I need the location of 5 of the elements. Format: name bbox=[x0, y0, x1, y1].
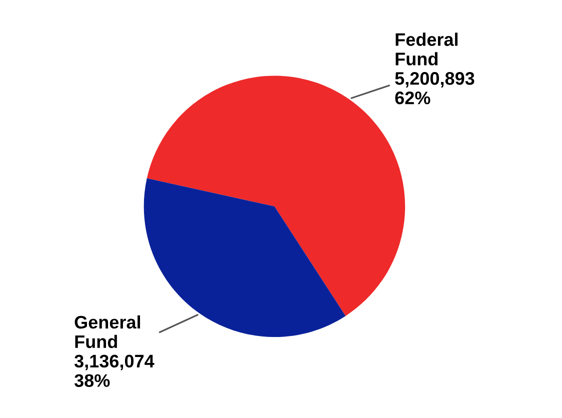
data-label: 3,136,074 38% bbox=[74, 354, 154, 387]
pie-slice bbox=[144, 178, 346, 337]
slice-label: Federal Fund bbox=[396, 32, 458, 66]
slice-label: General Fund bbox=[74, 315, 140, 348]
data-label: 5,200,893 62% bbox=[395, 72, 474, 104]
